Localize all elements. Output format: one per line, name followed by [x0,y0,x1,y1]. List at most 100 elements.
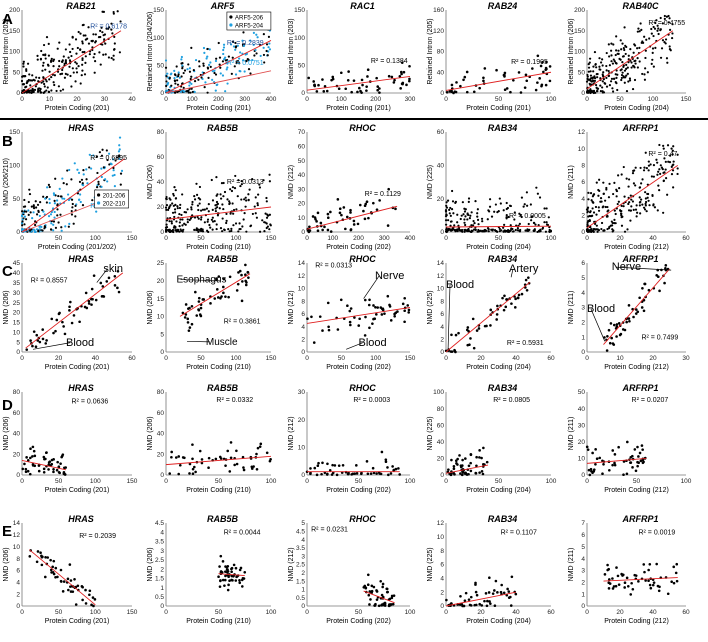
data-point [469,461,472,465]
data-point [623,81,626,84]
data-point-series-2 [245,52,248,55]
data-point [457,224,460,227]
data-point [445,90,449,94]
data-point [606,227,609,231]
data-point [110,56,113,60]
data-point [211,220,215,223]
data-point [610,54,613,57]
data-point [363,584,367,588]
r-squared-annotation: R² = 0.0044 [224,530,261,537]
data-point [229,456,233,460]
data-point-series-2 [107,152,111,155]
data-point [383,602,387,606]
x-tick-label: 50 [495,96,503,103]
data-point [39,58,43,61]
data-point [39,91,42,94]
data-point [444,230,448,233]
data-point [210,178,213,182]
data-point [375,208,379,211]
data-point [524,73,528,77]
data-point [268,459,272,463]
data-point [99,63,102,66]
data-point [244,283,248,287]
data-point [167,208,170,211]
data-point [638,186,642,189]
data-point-series-2 [61,197,64,200]
data-point [375,472,378,475]
data-point [207,466,210,470]
data-point [587,70,590,73]
y-tick-label: 2 [440,336,444,343]
data-point-series-2 [208,63,211,66]
data-point [206,66,209,69]
data-point [545,60,548,64]
data-point [531,67,534,70]
y-tick-label: 0 [16,349,20,356]
data-point [446,199,450,202]
data-point [360,78,364,82]
data-point [218,565,221,568]
data-point [604,199,607,202]
data-point [265,49,268,53]
data-point [53,74,56,77]
r-squared-annotation: R² = 0.1905 [511,59,548,66]
data-point [378,91,381,94]
data-point [197,300,201,303]
scatter-points [603,562,679,596]
data-point [375,313,378,316]
panel-row-label: E [2,523,12,540]
data-point [636,57,639,60]
data-point [346,304,349,308]
data-point [326,216,330,219]
x-tick-label: 20 [55,355,63,362]
data-point [593,79,597,82]
y-tick-label: 40 [437,439,445,446]
data-point [206,218,210,221]
data-point [99,281,103,285]
data-point [43,225,47,229]
data-point [376,88,379,92]
data-point [31,455,34,458]
data-point [200,227,203,230]
data-point [657,589,661,593]
data-point [512,230,515,233]
data-point [588,78,591,81]
chart-title: RHOC [349,123,376,133]
data-point [659,16,662,20]
data-point [519,214,522,217]
data-point [253,205,256,208]
data-point [22,62,25,65]
data-point [264,221,267,224]
data-point [112,12,115,15]
data-point [23,462,26,466]
data-point [71,590,75,593]
legend-entry: 202-210 [103,201,126,208]
data-point [607,209,610,212]
data-point [55,318,59,322]
data-point [591,76,594,79]
data-point-series-2 [268,42,271,45]
data-point [52,470,55,474]
data-point [496,304,499,308]
y-axis-label: NMD (225) [427,165,434,199]
data-point [676,167,679,170]
data-point [78,320,81,324]
data-point [315,473,319,477]
data-point [43,575,47,579]
data-point [196,215,199,219]
x-tick-label: 100 [546,235,557,242]
data-point [40,81,43,84]
x-tick-label: 100 [681,478,692,485]
data-point [229,188,232,191]
data-point [611,90,615,93]
data-point [608,55,611,58]
data-point [672,145,675,148]
data-point [622,64,625,67]
data-point [614,222,617,225]
data-point [28,555,32,558]
trendline [179,273,251,317]
data-point [544,68,548,72]
data-point [493,604,497,607]
